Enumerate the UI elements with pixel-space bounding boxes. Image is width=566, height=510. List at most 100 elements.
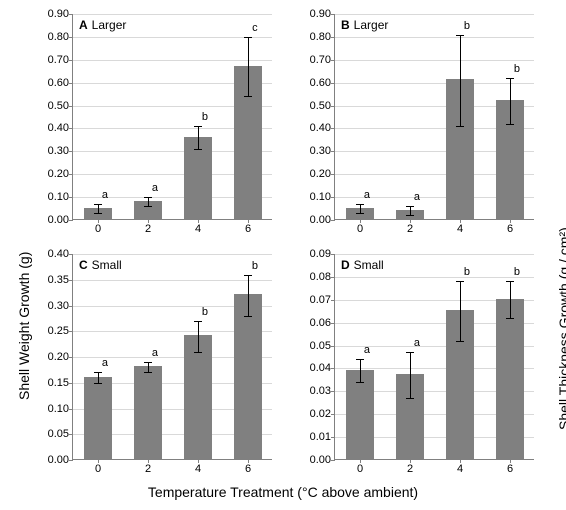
error-bar bbox=[198, 126, 199, 149]
error-cap bbox=[194, 321, 202, 322]
error-cap bbox=[506, 281, 514, 282]
bar bbox=[84, 377, 112, 459]
error-cap bbox=[94, 213, 102, 214]
x-tick-label: 0 bbox=[357, 459, 363, 475]
error-cap bbox=[244, 275, 252, 276]
error-cap bbox=[144, 362, 152, 363]
y-tick-mark bbox=[69, 197, 73, 198]
error-cap bbox=[94, 372, 102, 373]
panel-tag: DSmall bbox=[341, 258, 384, 272]
error-bar bbox=[460, 35, 461, 127]
y-tick-mark bbox=[69, 280, 73, 281]
error-bar bbox=[410, 352, 411, 398]
error-cap bbox=[144, 206, 152, 207]
significance-letter: b bbox=[202, 306, 208, 318]
error-cap bbox=[406, 398, 414, 399]
error-cap bbox=[456, 35, 464, 36]
y-tick-mark bbox=[69, 60, 73, 61]
error-cap bbox=[144, 197, 152, 198]
y-tick-mark bbox=[331, 83, 335, 84]
x-tick-label: 2 bbox=[407, 459, 413, 475]
significance-letter: a bbox=[102, 357, 108, 369]
y-tick-mark bbox=[69, 151, 73, 152]
x-tick-label: 4 bbox=[195, 219, 201, 235]
panel-letter: B bbox=[341, 18, 350, 32]
error-bar bbox=[248, 37, 249, 97]
y-tick-mark bbox=[331, 60, 335, 61]
error-cap bbox=[356, 204, 364, 205]
y-tick-mark bbox=[69, 83, 73, 84]
panel-tag: C Small bbox=[79, 258, 122, 272]
significance-letter: a bbox=[152, 182, 158, 194]
error-cap bbox=[356, 382, 364, 383]
error-cap bbox=[456, 126, 464, 127]
error-bar bbox=[248, 275, 249, 316]
significance-letter: b bbox=[464, 20, 470, 32]
y-tick-mark bbox=[69, 357, 73, 358]
x-tick-label: 2 bbox=[145, 219, 151, 235]
error-bar bbox=[148, 197, 149, 206]
gridline bbox=[73, 14, 272, 15]
significance-letter: a bbox=[102, 189, 108, 201]
x-axis-label: Temperature Treatment (°C above ambient) bbox=[0, 484, 566, 500]
y-tick-mark bbox=[331, 174, 335, 175]
y-tick-mark bbox=[331, 128, 335, 129]
significance-letter: b bbox=[514, 266, 520, 278]
x-tick-label: 0 bbox=[95, 219, 101, 235]
error-bar bbox=[98, 372, 99, 382]
y-tick-mark bbox=[331, 254, 335, 255]
y-tick-mark bbox=[69, 434, 73, 435]
error-cap bbox=[94, 383, 102, 384]
y-tick-mark bbox=[331, 391, 335, 392]
bar bbox=[234, 294, 262, 459]
y-tick-mark bbox=[331, 437, 335, 438]
y-tick-mark bbox=[331, 37, 335, 38]
panel-tag: BLarger bbox=[341, 18, 388, 32]
error-bar bbox=[510, 281, 511, 318]
y-tick-mark bbox=[69, 409, 73, 410]
error-cap bbox=[194, 126, 202, 127]
error-bar bbox=[460, 281, 461, 341]
y-tick-mark bbox=[69, 220, 73, 221]
y-tick-mark bbox=[69, 331, 73, 332]
x-tick-label: 2 bbox=[407, 219, 413, 235]
gridline bbox=[335, 254, 534, 255]
y-tick-mark bbox=[69, 306, 73, 307]
panel-letter: C bbox=[79, 258, 88, 272]
error-bar bbox=[510, 78, 511, 124]
y-tick-mark bbox=[331, 106, 335, 107]
error-cap bbox=[506, 318, 514, 319]
error-cap bbox=[506, 124, 514, 125]
bar bbox=[184, 335, 212, 459]
error-cap bbox=[456, 341, 464, 342]
panel-subtitle: Larger bbox=[92, 18, 127, 32]
x-tick-label: 0 bbox=[357, 219, 363, 235]
significance-letter: b bbox=[464, 266, 470, 278]
y-tick-mark bbox=[331, 277, 335, 278]
gridline bbox=[335, 60, 534, 61]
x-tick-label: 6 bbox=[507, 219, 513, 235]
panel-letter: D bbox=[341, 258, 350, 272]
y-tick-mark bbox=[331, 197, 335, 198]
y-tick-mark bbox=[331, 300, 335, 301]
x-tick-label: 6 bbox=[245, 219, 251, 235]
y-tick-mark bbox=[69, 174, 73, 175]
panel-b: 0.000.100.200.300.400.500.600.700.800.90… bbox=[334, 14, 534, 220]
y-tick-mark bbox=[69, 37, 73, 38]
panel-subtitle: Small bbox=[92, 258, 122, 272]
gridline bbox=[335, 277, 534, 278]
error-cap bbox=[194, 352, 202, 353]
panel-tag: ALarger bbox=[79, 18, 126, 32]
y-axis-label-left: Shell Weight Growth (g) bbox=[16, 252, 32, 400]
error-cap bbox=[194, 149, 202, 150]
significance-letter: a bbox=[152, 347, 158, 359]
error-cap bbox=[244, 37, 252, 38]
significance-letter: b bbox=[202, 111, 208, 123]
figure: Shell Weight Growth (g) Shell Thickness … bbox=[0, 0, 566, 510]
bar bbox=[134, 366, 162, 459]
gridline bbox=[335, 37, 534, 38]
error-cap bbox=[244, 96, 252, 97]
gridline bbox=[335, 14, 534, 15]
y-tick-mark bbox=[331, 460, 335, 461]
significance-letter: b bbox=[514, 63, 520, 75]
